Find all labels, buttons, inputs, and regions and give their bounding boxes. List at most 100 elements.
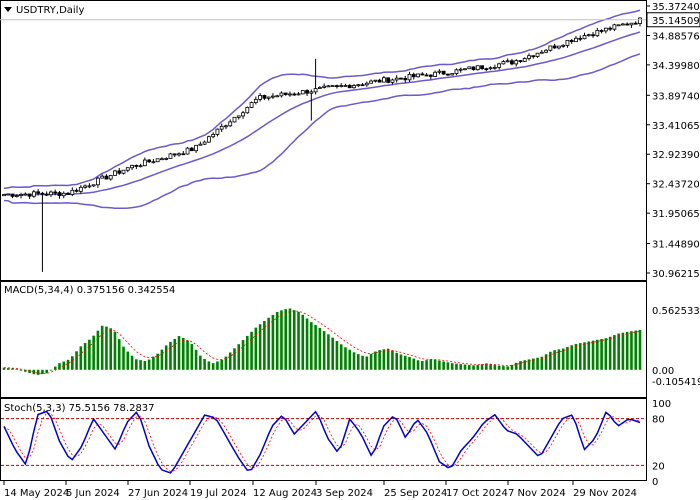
- candle-body: [548, 45, 553, 51]
- stochastic-pane: Stoch(5,3,3) 75.5156 78.2837: [0, 398, 647, 481]
- macd-histogram-bar: [41, 369, 44, 375]
- candle-body: [296, 93, 301, 96]
- candle-body: [130, 164, 134, 169]
- macd-histogram-bar: [271, 314, 275, 370]
- candle-body: [574, 37, 578, 43]
- candle-body: [561, 44, 566, 47]
- macd-histogram-bar: [476, 365, 480, 370]
- candle-body: [164, 158, 169, 160]
- macd-histogram-bar: [378, 350, 381, 370]
- macd-histogram-bar: [199, 355, 202, 370]
- macd-histogram-bar: [49, 369, 53, 371]
- candle-body: [322, 85, 327, 88]
- candle-body: [390, 79, 395, 83]
- date-tick-label: 29 Nov 2024: [573, 488, 637, 499]
- candle-body: [134, 164, 139, 167]
- candle-body: [510, 60, 514, 65]
- macd-label: MACD(5,34,4) 0.375156 0.342554: [4, 285, 175, 296]
- chevron-down-icon[interactable]: [4, 7, 12, 12]
- price-tick-label: 31.95065: [652, 209, 700, 220]
- candle-body: [522, 58, 527, 62]
- macd-histogram-bar: [177, 336, 181, 370]
- candle-body: [236, 115, 241, 118]
- macd-histogram-bar: [310, 322, 313, 370]
- macd-histogram-bar: [32, 369, 36, 375]
- macd-histogram-bar: [399, 354, 403, 370]
- macd-histogram-bar: [617, 333, 620, 370]
- macd-histogram-bar: [412, 358, 416, 370]
- candle-body: [441, 70, 446, 75]
- date-tick-label: 12 Aug 2024: [253, 488, 317, 499]
- candle-body: [177, 153, 181, 156]
- macd-histogram-bar: [314, 325, 317, 370]
- macd-histogram-bar: [135, 359, 138, 370]
- macd-histogram-bar: [126, 351, 130, 370]
- macd-histogram-bar: [497, 365, 501, 370]
- stochastic-label: Stoch(5,3,3) 75.5156 78.2837: [4, 403, 155, 414]
- macd-histogram-bar: [506, 366, 509, 370]
- macd-histogram-bar: [502, 366, 505, 370]
- date-tick-label: 3 Sep 2024: [316, 488, 373, 499]
- macd-histogram-bar: [297, 311, 300, 370]
- macd-histogram-bar: [480, 364, 484, 370]
- candle-body: [104, 175, 109, 180]
- candle-body: [14, 195, 19, 197]
- macd-histogram-bar: [156, 353, 159, 370]
- candle-body: [283, 92, 288, 95]
- candle-body: [138, 165, 143, 168]
- candle-body: [480, 65, 484, 70]
- macd-histogram-bar: [211, 363, 215, 370]
- candle-body: [49, 191, 53, 196]
- candle-body: [202, 141, 207, 145]
- candle-body: [100, 175, 105, 179]
- macd-histogram-bar: [164, 345, 168, 370]
- macd-histogram-bar: [450, 363, 454, 370]
- candle-body: [347, 85, 352, 89]
- macd-histogram-bar: [284, 309, 288, 370]
- candle-body: [292, 93, 297, 96]
- bollinger-lower-band: [3, 53, 641, 210]
- candle-body: [57, 192, 62, 197]
- macd-histogram-bar: [416, 360, 420, 370]
- price-axis: 35.37240 34.88576 34.39980 33.89740 33.41065…: [646, 2, 700, 280]
- macd-histogram-bar: [96, 330, 100, 370]
- macd-histogram-bar: [228, 352, 232, 370]
- macd-histogram-bar: [11, 368, 14, 370]
- date-tick-label: 25 Sep 2024: [384, 488, 447, 499]
- macd-histogram-bar: [463, 364, 467, 370]
- macd-histogram-bar: [237, 344, 241, 370]
- macd-pane: MACD(5,34,4) 0.375156 0.342554: [0, 281, 647, 398]
- macd-histogram-bar: [510, 364, 514, 370]
- price-tick-label: 33.41065: [652, 121, 700, 132]
- bollinger-middle-band: [3, 31, 641, 196]
- macd-histogram-bar: [391, 350, 394, 370]
- candle-body: [531, 55, 536, 58]
- macd-histogram-bar: [66, 359, 70, 370]
- symbol-menu-button[interactable]: USDTRY,Daily: [4, 5, 84, 16]
- macd-histogram-bar: [181, 338, 185, 370]
- price-pane: USDTRY,Daily: [0, 0, 647, 281]
- macd-histogram-bar: [83, 343, 87, 370]
- macd-signal-line: [3, 310, 641, 374]
- macd-histogram-bar: [130, 355, 134, 370]
- candle-body: [194, 144, 198, 152]
- macd-histogram-bar: [339, 344, 343, 370]
- candle-body: [535, 52, 540, 57]
- candle-body: [2, 194, 6, 197]
- macd-histogram-bar: [117, 339, 121, 370]
- macd-histogram-bar: [344, 347, 347, 370]
- candle-body: [211, 134, 216, 138]
- macd-tick-label: 0.562533: [652, 306, 700, 317]
- macd-histogram-bar: [489, 364, 492, 370]
- macd-histogram-bar: [386, 348, 390, 370]
- candle-body: [19, 194, 23, 196]
- macd-histogram-bar: [75, 351, 78, 370]
- macd-histogram-bar: [152, 356, 155, 370]
- macd-histogram-bar: [246, 335, 249, 370]
- macd-histogram-bar: [549, 351, 552, 370]
- candle-body: [352, 85, 356, 89]
- price-tick-label: 31.44890: [652, 240, 700, 251]
- candle-body: [36, 191, 41, 194]
- macd-histogram-bar: [203, 358, 206, 370]
- macd-histogram-bar: [604, 338, 608, 370]
